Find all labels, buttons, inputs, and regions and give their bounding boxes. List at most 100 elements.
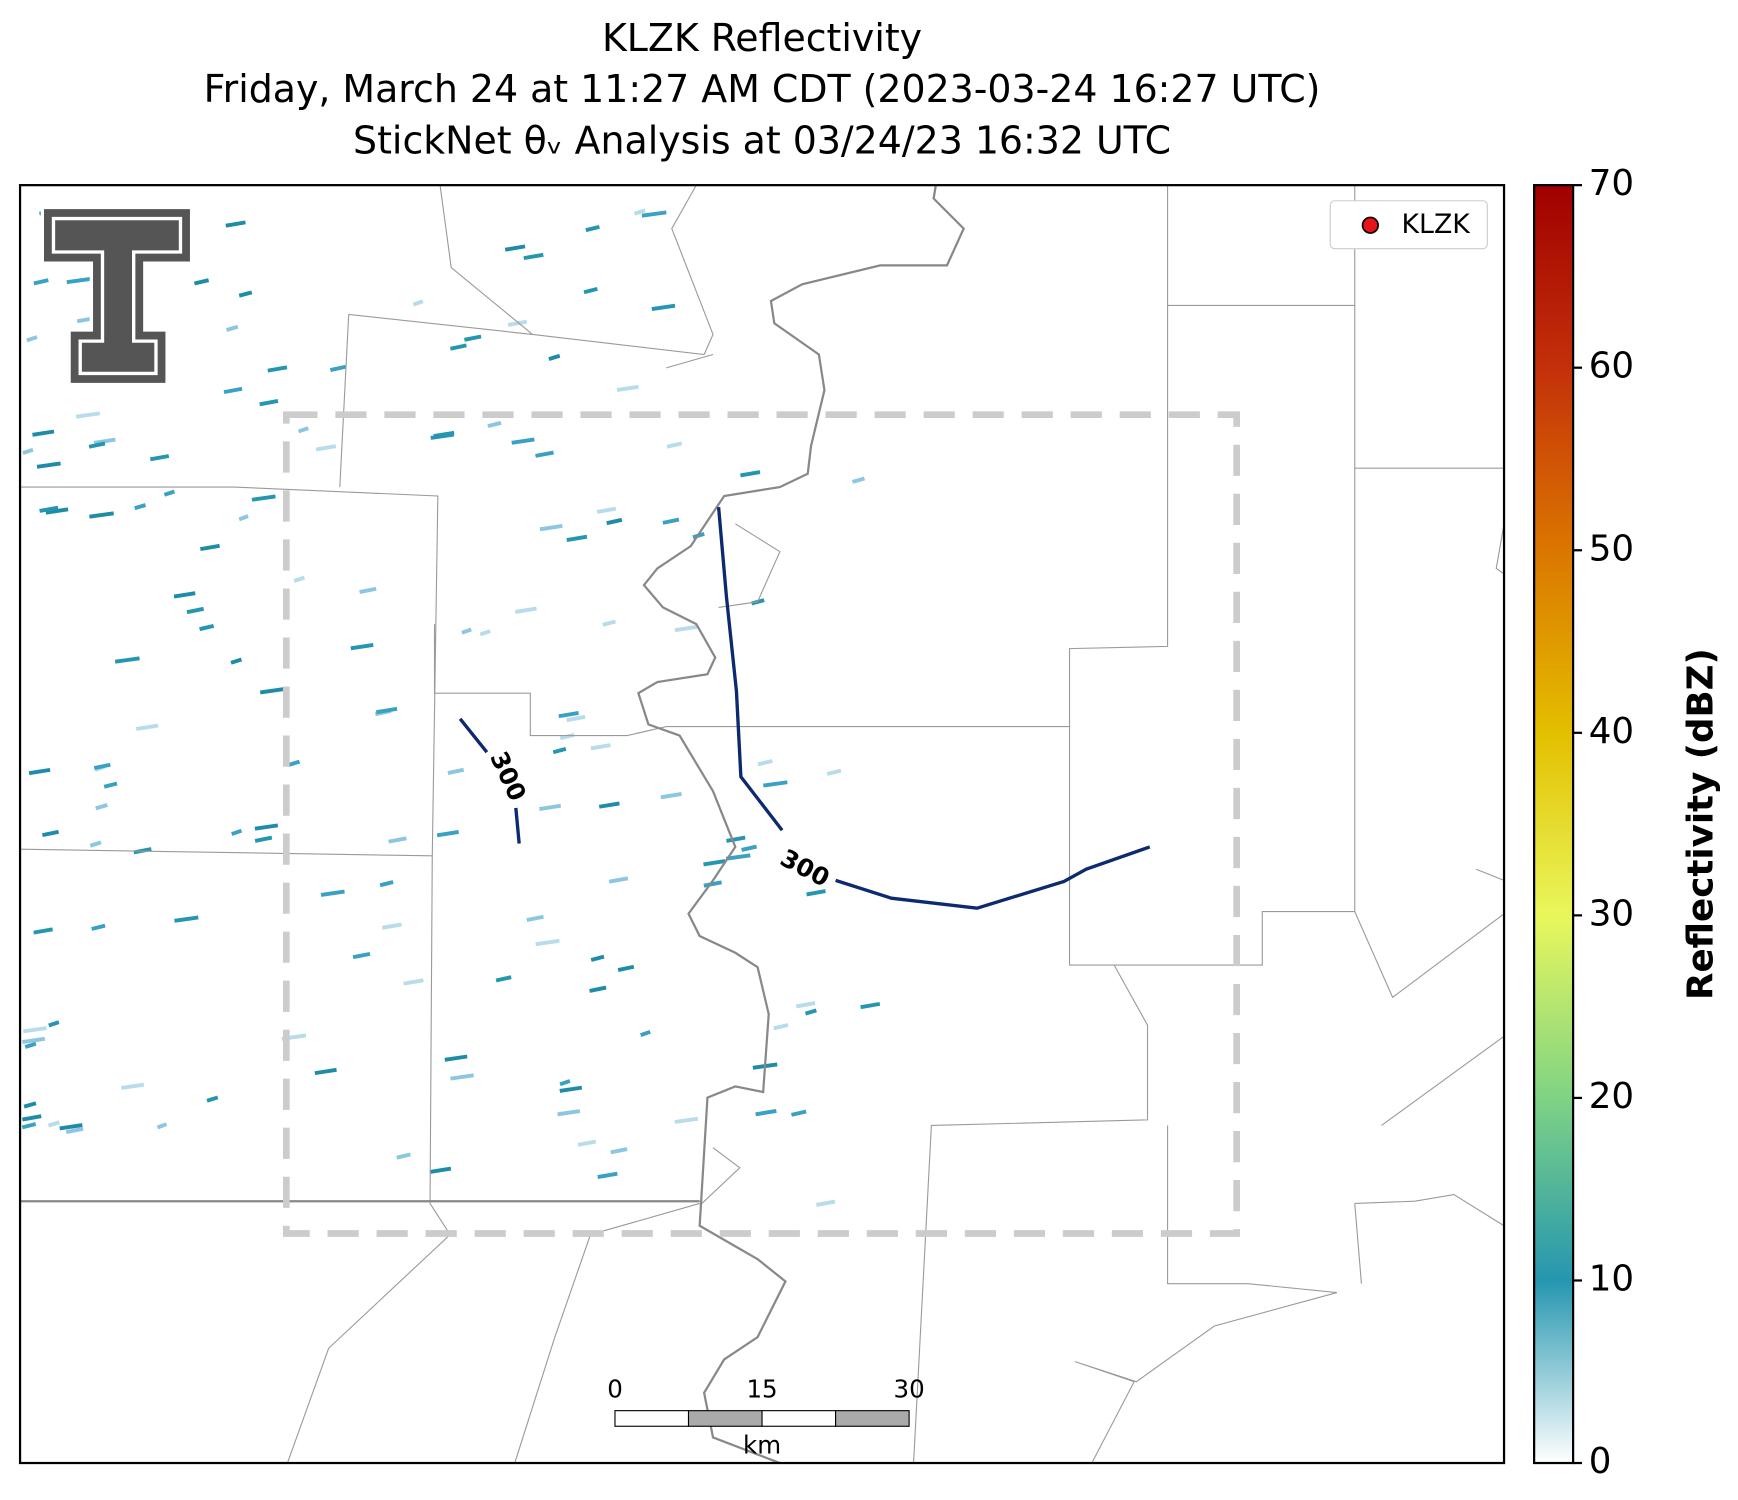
radar-echo [225, 220, 246, 228]
radar-echo [379, 880, 394, 888]
radar-echo [186, 606, 204, 615]
colorbar [1533, 184, 1575, 1465]
radar-echo [617, 964, 635, 972]
radar-echo [585, 224, 600, 233]
radar-echo [535, 450, 554, 458]
radar-echo [174, 915, 199, 923]
radar-echo [557, 1109, 581, 1117]
radar-echo [403, 978, 424, 986]
radar-echo [24, 1041, 37, 1049]
radar-echo [206, 1095, 219, 1103]
chart-title: StickNet θᵥ Analysis at 03/24/23 16:32 U… [353, 118, 1171, 162]
radar-echo [47, 1120, 60, 1128]
radar-echo [75, 411, 101, 419]
scale-bar-segment [687, 1410, 763, 1427]
radar-echo [602, 619, 617, 627]
radar-echo [36, 461, 61, 469]
legend-label: KLZK [1402, 209, 1472, 240]
radar-echo [329, 364, 347, 372]
scale-bar-label: 15 [746, 1375, 777, 1404]
radar-echo [487, 420, 502, 429]
radar-echo [156, 1122, 168, 1130]
legend-box [1329, 200, 1488, 250]
radar-echo [666, 441, 683, 449]
county-lines [20, 184, 1505, 1464]
radar-echo [293, 575, 306, 583]
radar-echo [548, 353, 561, 361]
radar-echo [121, 1082, 145, 1090]
scale-bar-label: 30 [894, 1375, 925, 1404]
radar-echo [396, 1152, 411, 1160]
radar-echo [193, 278, 210, 286]
radar-echo [199, 623, 215, 632]
scale-bar-label: 0 [607, 1375, 623, 1404]
radar-echo [163, 489, 176, 497]
river [637, 184, 966, 1465]
radar-echo [65, 1126, 84, 1135]
map-border [18, 184, 1506, 1465]
chart-title: Friday, March 24 at 11:27 AM CDT (2023-0… [204, 67, 1321, 111]
radar-echo [703, 880, 722, 888]
colorbar-tick-label: 50 [1589, 528, 1634, 569]
radar-echo [703, 859, 726, 867]
radar-echo [539, 803, 562, 812]
radar-echo [504, 244, 526, 252]
radar-echo [23, 1026, 47, 1034]
radar-echo [590, 743, 611, 751]
radar-echo [22, 1036, 46, 1045]
radar-echo [352, 951, 371, 960]
radar-echo [450, 343, 467, 351]
radar-echo [28, 767, 51, 776]
radar-echo [89, 511, 114, 519]
radar-echo [251, 494, 276, 502]
radar-echo [22, 447, 34, 455]
radar-echo [21, 1122, 37, 1130]
radar-echo [59, 1123, 83, 1131]
radar-echo [596, 506, 617, 514]
radar-echo [225, 324, 239, 332]
radar-echo [314, 1067, 337, 1076]
scale-bar-unit: km [743, 1430, 781, 1459]
radar-echo [523, 252, 544, 261]
radar-echo [41, 829, 59, 838]
radar-echo [763, 780, 788, 788]
radar-echo [479, 629, 491, 637]
radar-echo [134, 503, 147, 511]
legend: KLZK [1329, 200, 1488, 250]
radar-echo [32, 429, 55, 437]
radar-echo [826, 768, 842, 776]
radar-echo [526, 914, 544, 923]
radar-echo [515, 606, 537, 614]
radar-echo [511, 437, 535, 445]
radar-echo [558, 710, 579, 719]
radar-echo [633, 208, 646, 216]
radar-echo [359, 586, 377, 594]
radar-echo [755, 1109, 777, 1117]
legend-marker [1361, 216, 1379, 234]
radar-echo [231, 828, 243, 836]
radar-echo [297, 426, 309, 434]
radar-echo [388, 836, 407, 844]
scale-bar-segment [761, 1410, 837, 1427]
radar-echo [641, 210, 667, 218]
radar-echo [33, 278, 49, 286]
radar-echo [851, 476, 865, 484]
radar-echo [577, 1139, 597, 1147]
colorbar-tick-label: 70 [1589, 163, 1634, 204]
radar-echo [674, 624, 698, 633]
radar-echo [48, 1020, 60, 1028]
colorbar-tick-label: 10 [1589, 1258, 1634, 1299]
radar-echo [662, 517, 680, 525]
radar-echo [773, 1023, 789, 1031]
radar-echo [606, 517, 623, 526]
radar-echo [725, 853, 751, 861]
radar-echo [660, 791, 682, 800]
radar-echo [539, 524, 563, 532]
radar-echo [566, 534, 588, 542]
radar-echo [436, 830, 459, 838]
radar-echo [639, 1029, 651, 1037]
radar-echo [230, 657, 243, 665]
radar-echo [741, 844, 758, 852]
